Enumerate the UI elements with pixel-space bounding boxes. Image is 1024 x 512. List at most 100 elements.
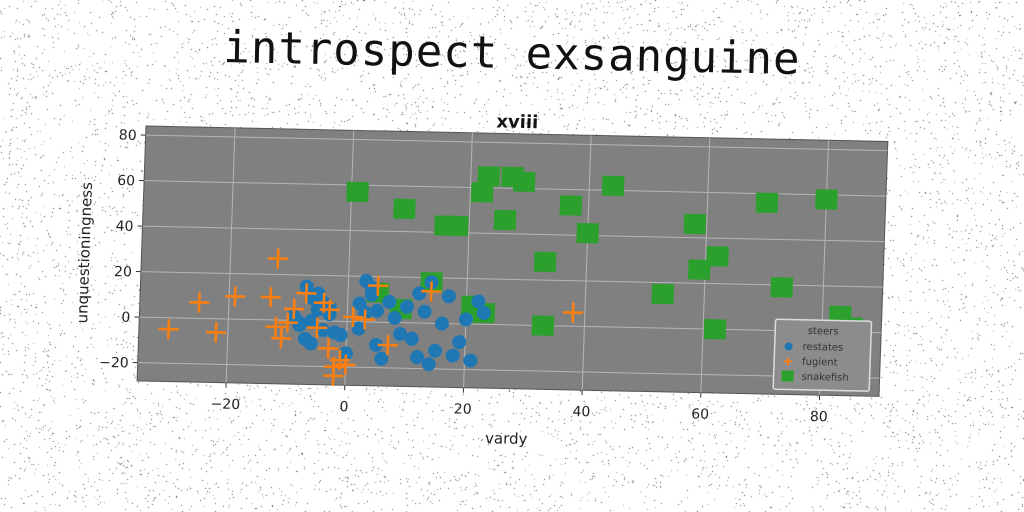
data-point-snakefish	[770, 277, 794, 298]
data-point-fugient	[260, 287, 281, 308]
x-axis-label: vardy	[485, 429, 528, 448]
grid-line-y	[145, 134, 888, 152]
data-point-snakefish	[687, 259, 711, 280]
data-point-restates	[471, 294, 486, 309]
data-marks	[158, 166, 863, 386]
data-point-snakefish	[512, 171, 536, 192]
data-point-restates	[292, 315, 307, 330]
data-point-restates	[417, 304, 432, 319]
data-point-fugient	[377, 335, 398, 356]
data-point-fugient	[283, 298, 305, 320]
y-tick-label: 0	[121, 310, 130, 326]
x-tick-label: 20	[454, 402, 472, 418]
data-point-fugient	[225, 286, 246, 307]
data-point-snakefish	[601, 175, 625, 197]
y-tick-label: 20	[114, 264, 132, 280]
data-point-fugient	[367, 275, 389, 296]
data-point-restates	[368, 337, 383, 352]
data-point-snakefish	[706, 246, 729, 267]
data-point-restates	[412, 286, 427, 301]
data-point-restates	[441, 289, 456, 304]
data-point-fugient	[158, 319, 179, 340]
y-axis-ticks: −20 0 20 40 60 80	[99, 128, 146, 372]
x-tick-label: 60	[691, 406, 709, 422]
data-point-fugient	[307, 317, 328, 338]
data-point-fugient	[267, 248, 289, 269]
data-point-restates	[399, 299, 414, 314]
data-point-snakefish	[346, 181, 369, 203]
grid-line-x	[581, 135, 592, 391]
data-point-restates	[333, 328, 348, 343]
data-point-restates	[463, 353, 478, 368]
data-point-fugient	[323, 365, 344, 386]
data-point-restates	[311, 286, 326, 301]
data-point-restates	[393, 327, 408, 341]
legend-marker-restates	[784, 342, 793, 351]
data-point-restates	[434, 316, 449, 331]
data-point-restates	[410, 350, 425, 365]
data-point-restates	[452, 335, 467, 350]
data-point-snakefish	[755, 192, 779, 213]
data-point-fugient	[421, 281, 442, 302]
legend-label-snakefish: snakefish	[801, 372, 848, 384]
data-point-snakefish	[559, 195, 583, 216]
y-tick-label: 40	[115, 219, 133, 235]
data-point-snakefish	[477, 166, 501, 187]
data-point-fugient	[296, 283, 317, 304]
legend: steers restates fugient snakefish	[772, 318, 873, 392]
data-point-restates	[303, 336, 318, 351]
legend-marker-fugient	[784, 357, 793, 366]
data-point-snakefish	[815, 189, 838, 210]
data-point-restates	[338, 346, 353, 361]
x-axis-ticks: −20 0 20 40 60 80	[210, 382, 828, 425]
grid-line-x	[225, 127, 236, 383]
x-tick-label: 0	[339, 399, 348, 415]
data-point-fugient	[562, 302, 584, 323]
grid-line-y	[140, 271, 883, 288]
data-point-snakefish	[393, 198, 416, 220]
grid-line-y	[139, 316, 882, 334]
data-point-snakefish	[531, 315, 555, 336]
data-point-snakefish	[651, 283, 675, 305]
x-tick-label: 40	[572, 404, 590, 420]
data-point-snakefish	[445, 215, 469, 237]
grid-line-x	[344, 130, 355, 386]
plot-group: −20 0 20 40 60 80 −20 0 20 40 60 80 xviii vardy un…	[73, 111, 889, 448]
data-point-restates	[382, 294, 397, 309]
y-axis-label: unquestioningness	[73, 182, 96, 324]
data-point-restates	[374, 351, 389, 366]
y-tick-label: −20	[99, 355, 129, 372]
data-point-snakefish	[576, 222, 600, 244]
data-point-restates	[445, 348, 460, 363]
data-point-fugient	[354, 309, 375, 330]
data-point-restates	[370, 303, 385, 318]
data-point-fugient	[277, 312, 298, 333]
chart-title: xviii	[496, 111, 539, 133]
data-point-restates	[421, 357, 436, 372]
data-point-restates	[387, 310, 402, 325]
y-tick-label: 80	[119, 128, 137, 144]
data-point-snakefish	[533, 251, 557, 273]
legend-box	[772, 318, 873, 392]
grid-line-y	[137, 362, 880, 379]
data-point-snakefish	[703, 318, 727, 340]
data-point-restates	[404, 331, 419, 346]
data-point-restates	[428, 343, 443, 358]
data-point-fugient	[319, 299, 340, 320]
data-point-snakefish	[493, 209, 517, 231]
data-point-fugient	[343, 307, 364, 328]
legend-label-fugient: fugient	[802, 357, 838, 369]
data-point-fugient	[335, 354, 356, 375]
legend-label-restates: restates	[802, 342, 843, 354]
legend-marker-snakefish	[781, 370, 794, 382]
data-point-restates	[304, 313, 319, 328]
data-point-restates	[458, 312, 473, 327]
data-point-fugient	[318, 338, 339, 359]
data-point-snakefish	[470, 182, 494, 203]
x-tick-label: −20	[210, 396, 240, 413]
y-tick-label: 60	[117, 173, 135, 189]
data-point-fugient	[271, 328, 292, 349]
legend-title: steers	[808, 326, 839, 338]
data-point-restates	[351, 321, 366, 336]
